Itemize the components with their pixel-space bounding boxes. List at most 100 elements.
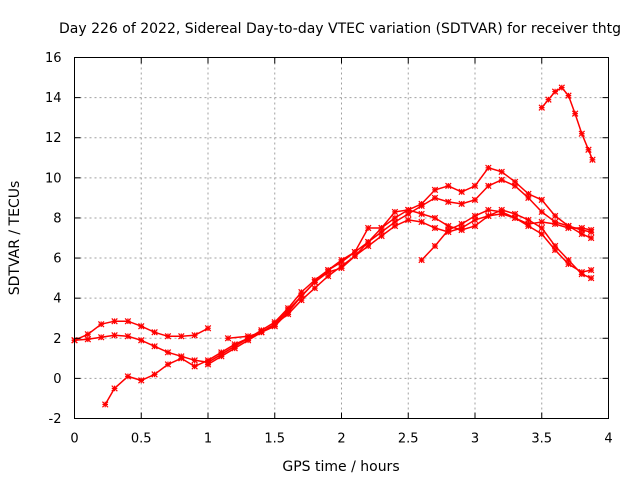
data-point: [485, 212, 492, 220]
data-point: [587, 274, 595, 282]
data-point: [244, 337, 252, 344]
x-tick-label: 2.5: [398, 432, 419, 447]
data-point: [191, 332, 198, 339]
series-layer: [71, 84, 596, 408]
data-point: [485, 206, 492, 214]
data-point: [224, 335, 232, 342]
data-point: [111, 332, 118, 339]
data-point: [471, 212, 479, 220]
x-tick-label: 1.5: [264, 432, 285, 447]
data-point: [164, 333, 172, 340]
data-point: [578, 230, 586, 238]
series-line: [74, 178, 592, 364]
data-point: [538, 224, 545, 232]
y-tick-label: 12: [45, 131, 62, 146]
data-point: [338, 264, 345, 272]
data-point: [498, 168, 505, 176]
data-point: [97, 321, 105, 328]
data-point: [578, 224, 586, 232]
data-point: [458, 220, 465, 228]
data-point: [204, 361, 212, 368]
data-point: [418, 256, 425, 264]
data-point: [445, 182, 452, 190]
data-point: [124, 333, 132, 340]
x-tick-label: 2: [337, 432, 345, 447]
data-point: [511, 214, 519, 222]
data-point: [338, 256, 345, 264]
data-point: [97, 334, 105, 341]
x-axis-label: GPS time / hours: [282, 459, 399, 475]
data-point: [525, 190, 532, 198]
data-point: [545, 96, 552, 103]
data-point: [311, 278, 319, 286]
data-point: [405, 216, 412, 224]
data-point: [378, 224, 385, 232]
data-point: [578, 130, 586, 137]
y-tick-label: 4: [53, 292, 61, 307]
data-point: [124, 373, 132, 380]
series-line: [207, 209, 592, 366]
data-point: [138, 337, 145, 344]
data-point: [498, 208, 505, 216]
data-point: [164, 361, 172, 368]
data-point: [565, 256, 572, 264]
data-point: [191, 357, 198, 364]
data-point: [551, 212, 559, 220]
data-point: [431, 242, 439, 250]
data-point: [204, 325, 212, 332]
data-point: [551, 220, 559, 228]
series-line: [104, 213, 592, 405]
y-tick-label: 14: [45, 91, 62, 106]
data-point: [445, 226, 452, 234]
data-point: [271, 321, 278, 328]
data-point: [151, 329, 158, 336]
series-track-3: [101, 210, 595, 408]
data-point: [578, 270, 586, 278]
data-point: [191, 363, 198, 370]
y-tick-label: 0: [53, 372, 61, 387]
data-point: [111, 318, 118, 325]
data-point: [151, 343, 158, 350]
data-point: [589, 156, 596, 164]
data-point: [431, 224, 439, 232]
data-point: [391, 208, 399, 216]
data-point: [151, 371, 158, 378]
series-track-7: [538, 84, 596, 164]
data-point: [84, 336, 92, 343]
data-point: [298, 292, 305, 300]
data-point: [585, 146, 592, 153]
data-point: [231, 345, 238, 352]
data-point: [351, 252, 359, 260]
data-point: [431, 214, 439, 222]
data-point: [458, 226, 465, 234]
data-point: [364, 224, 372, 232]
x-tick-label: 0: [70, 432, 78, 447]
data-point: [418, 210, 425, 218]
data-point: [111, 385, 118, 392]
series-line: [421, 209, 592, 261]
data-point: [391, 222, 399, 230]
data-point: [498, 176, 505, 184]
data-point: [431, 186, 439, 194]
data-point: [124, 318, 132, 325]
x-tick-label: 3: [471, 432, 479, 447]
data-point: [558, 84, 565, 91]
data-point: [538, 104, 545, 111]
data-point: [258, 329, 265, 336]
series-line: [227, 166, 592, 340]
data-point: [587, 226, 595, 234]
data-point: [218, 353, 225, 360]
y-tick-label: -2: [49, 412, 62, 427]
data-point: [587, 266, 595, 274]
data-point: [391, 214, 399, 222]
data-point: [471, 196, 479, 204]
data-point: [445, 198, 452, 206]
grid: [74, 57, 609, 419]
data-point: [485, 164, 492, 172]
data-point: [551, 88, 559, 95]
data-point: [471, 182, 479, 190]
data-point: [418, 200, 425, 208]
series-track-4: [224, 164, 595, 342]
chart-title: Day 226 of 2022, Sidereal Day-to-day VTE…: [59, 21, 621, 37]
data-point: [485, 182, 492, 190]
